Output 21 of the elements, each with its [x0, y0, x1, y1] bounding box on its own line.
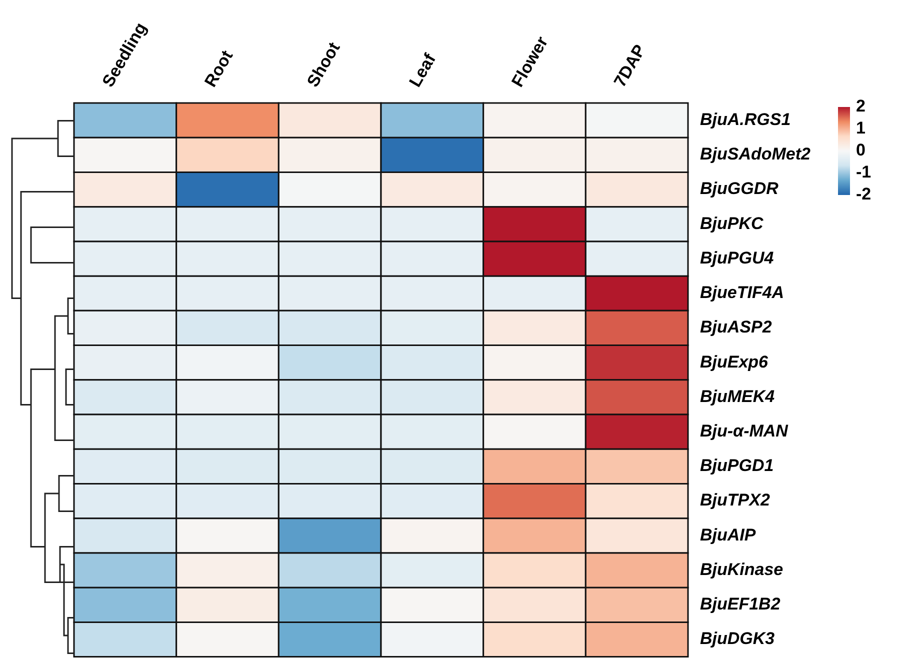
color-bar-label: 0: [856, 140, 866, 160]
y-tick-label: BjuGGDR: [700, 179, 780, 198]
y-tick-label: BjueTIF4A: [700, 283, 784, 302]
y-tick-label: BjuMEK4: [700, 386, 776, 406]
color-bar-label: 2: [856, 96, 866, 116]
y-tick-label: BjuExp6: [700, 352, 769, 372]
y-tick-label: BjuTPX2: [700, 490, 770, 510]
y-tick-label: BjuPKC: [700, 214, 764, 233]
color-bar-label: -2: [856, 184, 872, 204]
y-tick-label: BjuDGK3: [700, 629, 776, 648]
color-bar-label: 1: [856, 118, 866, 138]
y-tick-label: BjuPGD1: [700, 456, 774, 476]
y-tick-label: BjuEF1B2: [700, 594, 781, 614]
y-tick-label: BjuPGU4: [700, 248, 774, 268]
y-tick-label: BjuAIP: [700, 525, 756, 544]
y-tick-label: BjuASP2: [700, 318, 772, 337]
color-bar-label: -1: [856, 162, 872, 182]
y-tick-label: BjuKinase: [700, 560, 784, 579]
y-tick-label: Bju-α-MAN: [700, 422, 789, 441]
y-tick-label: BjuA.RGS1: [700, 110, 791, 129]
y-tick-label: BjuSAdoMet2: [700, 144, 812, 164]
